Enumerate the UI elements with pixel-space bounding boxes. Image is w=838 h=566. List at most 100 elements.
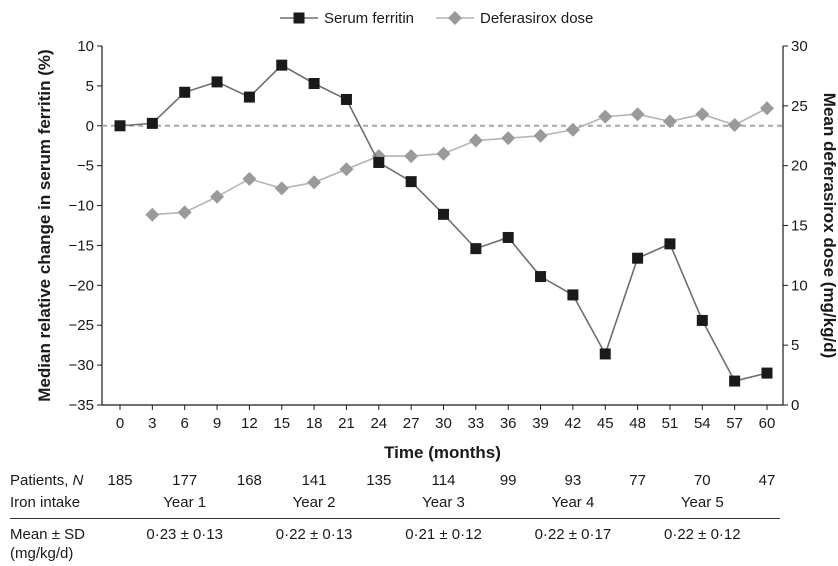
y2-tick-label: 25 xyxy=(791,98,808,115)
mean-sd-label: Mean ± SD xyxy=(10,526,85,543)
iron-intake-label: Iron intake xyxy=(10,494,81,511)
mean-sd-unit: (mg/kg/d) xyxy=(10,545,74,562)
y-tick-label: −15 xyxy=(69,237,94,254)
mean-sd-value: 0·22 ± 0·17 xyxy=(534,526,612,543)
serum-ferritin-point xyxy=(696,314,708,326)
x-tick-label: 0 xyxy=(116,415,124,432)
patients-count: 114 xyxy=(431,472,456,489)
x-tick-label: 54 xyxy=(694,415,711,432)
x-tick-label: 24 xyxy=(370,415,387,432)
patients-count: 70 xyxy=(693,472,711,489)
serum-ferritin-point xyxy=(632,252,644,264)
deferasirox-dose-point xyxy=(501,131,516,146)
x-axis-label: Time (months) xyxy=(384,443,501,462)
patients-count: 47 xyxy=(758,472,776,489)
y-tick-label: 5 xyxy=(86,78,94,95)
serum-ferritin-point xyxy=(146,117,158,129)
x-tick-label: 3 xyxy=(148,415,156,432)
patients-count: 93 xyxy=(564,472,582,489)
serum-ferritin-line xyxy=(119,64,768,382)
x-tick-label: 27 xyxy=(403,415,420,432)
deferasirox-dose-point xyxy=(242,171,257,186)
legend-serum-ferritin-marker xyxy=(293,12,305,24)
series-layer xyxy=(114,59,774,387)
legend: Serum ferritin Deferasirox dose xyxy=(280,10,593,27)
legend-serum-ferritin-label: Serum ferritin xyxy=(324,10,414,27)
serum-ferritin-point xyxy=(405,176,417,188)
patients-count: 185 xyxy=(107,472,133,489)
patients-count: 135 xyxy=(366,472,392,489)
serum-ferritin-point xyxy=(179,86,191,98)
deferasirox-dose-point xyxy=(177,205,192,220)
serum-ferritin-point xyxy=(567,289,579,301)
y2-tick-label: 30 xyxy=(791,38,808,55)
x-tick-label: 39 xyxy=(532,415,549,432)
deferasirox-dose-point xyxy=(598,109,613,124)
y2-tick-label: 5 xyxy=(791,337,799,354)
x-tick-label: 60 xyxy=(759,415,776,432)
serum-ferritin-point xyxy=(664,238,676,250)
y-tick-label: 0 xyxy=(86,118,94,135)
x-tick-label: 15 xyxy=(273,415,290,432)
x-tick-label: 51 xyxy=(662,415,679,432)
patients-count: 177 xyxy=(172,472,198,489)
deferasirox-dose-line xyxy=(152,107,768,216)
deferasirox-dose-point xyxy=(436,146,451,161)
legend-deferasirox-dose-marker xyxy=(448,11,462,25)
patients-label-n: N xyxy=(72,472,84,489)
y-tick-label: −10 xyxy=(69,198,94,215)
x-tick-label: 45 xyxy=(597,415,614,432)
mean-sd-value: 0·23 ± 0·13 xyxy=(146,526,223,543)
year-label: Year 4 xyxy=(551,494,595,511)
deferasirox-dose-point xyxy=(404,149,419,164)
serum-ferritin-point xyxy=(729,375,741,387)
y-tick-label: −35 xyxy=(69,397,94,414)
x-tick-label: 57 xyxy=(726,415,743,432)
year-label: Year 5 xyxy=(680,494,724,511)
y-tick-label: −30 xyxy=(69,357,94,374)
deferasirox-dose-point xyxy=(662,114,677,129)
x-tick-label: 30 xyxy=(435,415,452,432)
mean-sd-value: 0·22 ± 0·13 xyxy=(275,526,353,543)
x-tick-label: 12 xyxy=(241,415,258,432)
x-tick-label: 36 xyxy=(500,415,517,432)
serum-ferritin-point xyxy=(211,76,223,88)
x-tick-label: 6 xyxy=(181,415,189,432)
deferasirox-dose-point xyxy=(695,107,710,122)
y-tick-label: −20 xyxy=(69,277,94,294)
deferasirox-dose-point xyxy=(145,207,160,222)
deferasirox-dose-point xyxy=(630,107,645,122)
x-tick-label: 9 xyxy=(213,415,221,432)
serum-ferritin-point xyxy=(761,367,773,379)
y-axis-label: Median relative change in serum ferritin… xyxy=(35,49,54,401)
deferasirox-dose-point xyxy=(468,133,483,148)
serum-ferritin-point xyxy=(470,243,482,255)
deferasirox-dose-point xyxy=(210,189,225,204)
year-label: Year 2 xyxy=(292,494,336,511)
deferasirox-dose-point xyxy=(760,101,774,116)
serum-ferritin-point xyxy=(535,271,547,283)
mean-sd-value: 0·22 ± 0·12 xyxy=(663,526,741,543)
year-label: Year 1 xyxy=(163,494,207,511)
y2-tick-label: 0 xyxy=(791,397,799,414)
x-tick-label: 42 xyxy=(565,415,582,432)
y2-tick-label: 20 xyxy=(791,158,808,175)
legend-deferasirox-dose-label: Deferasirox dose xyxy=(480,10,593,27)
y2-tick-label: 10 xyxy=(791,277,808,294)
deferasirox-dose-point xyxy=(307,175,322,190)
deferasirox-dose-point xyxy=(727,117,742,132)
patients-count: 141 xyxy=(301,472,327,489)
deferasirox-dose-point xyxy=(274,181,289,196)
patients-label-prefix: Patients, xyxy=(10,472,73,489)
patients-count: 168 xyxy=(236,472,262,489)
table-divider xyxy=(10,518,780,519)
patients-count: 99 xyxy=(499,472,517,489)
x-tick-label: 21 xyxy=(338,415,355,432)
x-tick-label: 18 xyxy=(306,415,323,432)
y-tick-label: 10 xyxy=(77,38,94,55)
x-tick-label: 48 xyxy=(629,415,646,432)
y-tick-label: −5 xyxy=(77,158,94,175)
deferasirox-dose-point xyxy=(565,122,580,137)
